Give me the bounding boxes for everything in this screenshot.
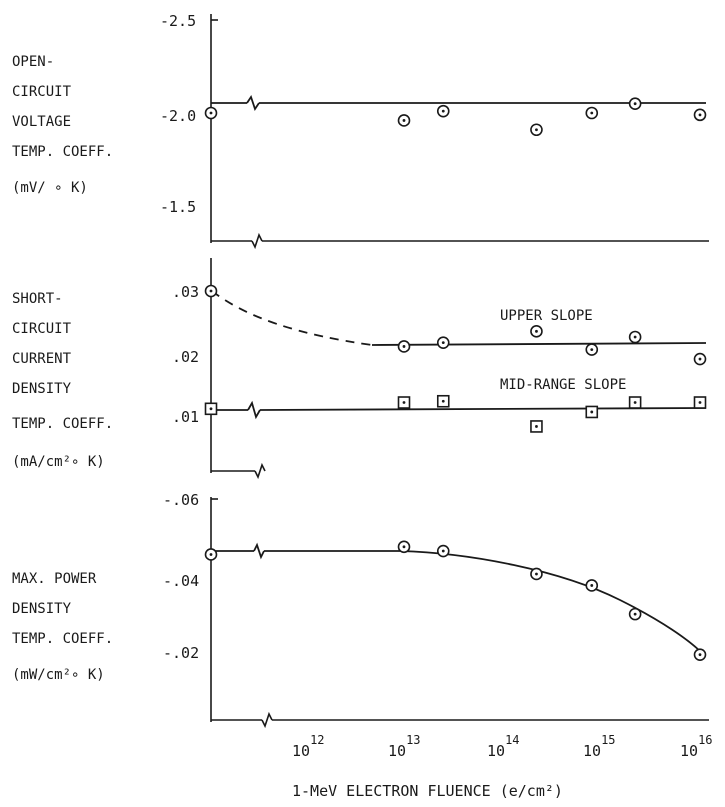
pmax-ylabel-line: DENSITY xyxy=(12,601,72,617)
isc-upper-fit xyxy=(211,290,707,346)
voc-point xyxy=(436,104,450,118)
x-tick-label: 1012 xyxy=(292,733,325,760)
pmax-ylabel-line: TEMP. COEFF. xyxy=(12,631,113,647)
voc-ylabel-line: TEMP. COEFF. xyxy=(12,144,113,160)
isc-ylabel-line: TEMP. COEFF. xyxy=(12,416,113,432)
x-tick-label: 1013 xyxy=(388,733,421,760)
voc-ytick-label: -2.0 xyxy=(160,107,196,125)
mid-range-slope-label: MID-RANGE SLOPE xyxy=(500,377,626,393)
mid-range-point xyxy=(585,405,599,419)
x-tick-label: 1014 xyxy=(487,733,520,760)
voc-ylabel-line: CIRCUIT xyxy=(12,84,72,100)
mid-range-point xyxy=(204,402,218,416)
isc-ylabel: SHORT- CIRCUIT CURRENT DENSITY TEMP. COE… xyxy=(12,291,113,470)
x-axis-title: 1-MeV ELECTRON FLUENCE (e/cm²) xyxy=(292,782,563,800)
voc-ylabel: OPEN- CIRCUIT VOLTAGE TEMP. COEFF. (mV/ … xyxy=(12,54,113,196)
isc-points xyxy=(204,284,707,433)
voc-axes: -2.5 -2.0 -1.5 xyxy=(160,12,709,250)
upper-slope-point xyxy=(628,330,642,344)
pmax-point xyxy=(628,607,642,621)
upper-slope-point xyxy=(397,340,411,353)
pmax-ylabel-line: (mW/cm²∘ K) xyxy=(12,667,105,683)
isc-ytick-label: .03 xyxy=(172,283,199,301)
isc-ytick-label: .01 xyxy=(172,408,199,426)
voc-point xyxy=(204,106,218,120)
isc-ylabel-line: DENSITY xyxy=(12,381,72,397)
voc-point xyxy=(530,123,543,137)
voc-point xyxy=(397,114,411,127)
x-tick-label: 1015 xyxy=(583,733,616,760)
voc-ylabel-line: OPEN- xyxy=(12,54,54,70)
pmax-point xyxy=(530,567,543,581)
pmax-points xyxy=(204,540,707,661)
pmax-ytick-label: -.04 xyxy=(163,572,199,590)
isc-ylabel-line: CIRCUIT xyxy=(12,321,72,337)
voc-ytick-label: -1.5 xyxy=(160,198,196,216)
mid-range-point xyxy=(628,396,642,409)
voc-point xyxy=(693,108,707,122)
x-tick-label: 1016 xyxy=(680,733,713,760)
isc-ylabel-line: (mA/cm²∘ K) xyxy=(12,454,105,470)
pmax-ytick-label: -.02 xyxy=(163,644,199,662)
pmax-point xyxy=(693,648,707,661)
voc-point xyxy=(585,106,599,120)
upper-slope-point xyxy=(204,284,218,298)
voc-ylabel-line: (mV/ ∘ K) xyxy=(12,180,88,196)
upper-slope-point xyxy=(530,325,543,338)
mid-range-point xyxy=(530,420,543,433)
pmax-ylabel: MAX. POWER DENSITY TEMP. COEFF. (mW/cm²∘… xyxy=(12,571,113,683)
mid-range-point xyxy=(693,396,707,409)
upper-slope-label: UPPER SLOPE xyxy=(500,308,593,324)
isc-ylabel-line: CURRENT xyxy=(12,351,72,367)
voc-point xyxy=(628,97,642,110)
voc-ytick-label: -2.5 xyxy=(160,12,196,30)
pmax-point xyxy=(204,548,218,561)
x-tick-labels: 1012 1013 1014 1015 1016 xyxy=(292,733,713,760)
upper-slope-point xyxy=(436,336,450,349)
pmax-ytick-label: -.06 xyxy=(163,491,199,509)
pmax-axes: -.06 -.04 -.02 xyxy=(163,491,709,729)
upper-slope-point xyxy=(585,343,599,356)
pmax-fit-curve xyxy=(211,542,706,657)
pmax-point xyxy=(436,544,450,558)
pmax-ylabel-line: MAX. POWER xyxy=(12,571,97,587)
pmax-point xyxy=(585,579,599,592)
isc-ylabel-line: SHORT- xyxy=(12,291,63,307)
mid-range-point xyxy=(436,394,450,408)
voc-ylabel-line: VOLTAGE xyxy=(12,114,71,130)
upper-slope-point xyxy=(693,352,707,366)
pmax-point xyxy=(397,540,411,554)
mid-range-point xyxy=(397,396,411,409)
isc-ytick-label: .02 xyxy=(172,348,199,366)
isc-axes: .03 .02 .01 xyxy=(172,258,266,480)
voc-points xyxy=(204,97,707,137)
